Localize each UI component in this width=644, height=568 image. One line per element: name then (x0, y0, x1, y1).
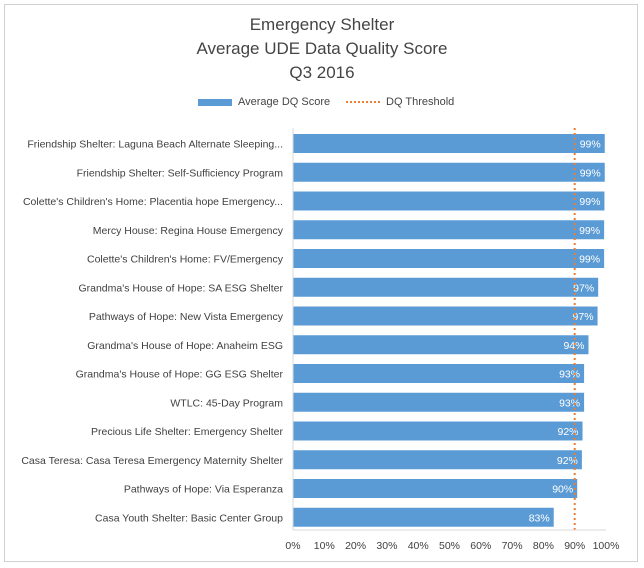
bar-data-label: 97% (573, 282, 594, 294)
category-label: Casa Teresa: Casa Teresa Emergency Mater… (21, 455, 283, 467)
category-label: Colette's Children's Home: FV/Emergency (87, 254, 284, 266)
legend-label-threshold: DQ Threshold (386, 96, 455, 108)
bar (293, 162, 605, 182)
legend-swatch-bar (198, 98, 232, 106)
legend-label-score: Average DQ Score (238, 96, 331, 108)
legend-swatch-line (346, 101, 380, 103)
bar-data-label: 93% (559, 369, 580, 381)
category-label: Grandma's House of Hope: Anaheim ESG (87, 340, 283, 352)
bar (293, 134, 605, 153)
category-label: Colette's Children's Home: Placentia hop… (23, 196, 283, 208)
bar (293, 507, 554, 527)
category-label: Grandma's House of Hope: GG ESG Shelter (76, 369, 284, 381)
x-tick-label: 10% (314, 540, 335, 552)
chart-title-line-2: Average UDE Data Quality Score (196, 39, 448, 58)
bar (293, 392, 585, 412)
chart-title-line-1: Emergency Shelter (249, 15, 395, 34)
category-label: Pathways of Hope: Via Esperanza (124, 484, 283, 496)
x-tick-label: 100% (593, 540, 620, 552)
chart-title-line-3: Q3 2016 (289, 63, 355, 82)
bar (293, 421, 583, 441)
bar (293, 335, 589, 355)
bar-data-label: 99% (580, 167, 601, 179)
legend-item-score: Average DQ Score (198, 94, 330, 110)
category-label: Friendship Shelter: Self-Sufficiency Pro… (77, 167, 284, 179)
bar-data-label: 94% (563, 340, 584, 352)
x-tick-label: 60% (470, 540, 491, 552)
x-tick-label: 80% (533, 540, 554, 552)
bar-data-label: 83% (529, 512, 550, 524)
x-tick-label: 20% (345, 540, 366, 552)
bar-data-label: 99% (580, 139, 601, 151)
category-label: Grandma's House of Hope: SA ESG Shelter (78, 282, 283, 294)
category-label: Precious Life Shelter: Emergency Shelter (91, 426, 284, 438)
x-tick-label: 50% (439, 540, 460, 552)
bar-data-label: 90% (552, 484, 573, 496)
bar-data-label: 99% (579, 254, 600, 266)
x-tick-label: 30% (376, 540, 397, 552)
category-label: Pathways of Hope: New Vista Emergency (89, 311, 284, 323)
bar-data-label: 93% (559, 397, 580, 409)
bar (293, 306, 598, 326)
legend-item-threshold: DQ Threshold (346, 94, 454, 110)
category-label: WTLC: 45-Day Program (170, 397, 283, 409)
bar (293, 479, 578, 498)
x-tick-label: 70% (502, 540, 523, 552)
x-tick-label: 40% (408, 540, 429, 552)
bar-data-label: 99% (579, 196, 600, 208)
x-tick-label: 90% (564, 540, 585, 552)
bar (293, 249, 605, 268)
category-label: Mercy House: Regina House Emergency (93, 225, 284, 237)
bar (293, 191, 605, 211)
chart-legend: Average DQ Score DQ Threshold (0, 94, 644, 110)
bar-data-label: 99% (579, 225, 600, 237)
x-tick-label: 0% (285, 540, 300, 552)
bar (293, 450, 582, 470)
category-label: Casa Youth Shelter: Basic Center Group (95, 512, 283, 524)
bar-data-label: 92% (558, 426, 579, 438)
bar-data-label: 92% (557, 455, 578, 467)
bar (293, 364, 585, 383)
bar (293, 220, 605, 240)
bar-data-label: 97% (573, 311, 594, 323)
category-label: Friendship Shelter: Laguna Beach Alterna… (27, 139, 283, 151)
bar (293, 277, 599, 297)
